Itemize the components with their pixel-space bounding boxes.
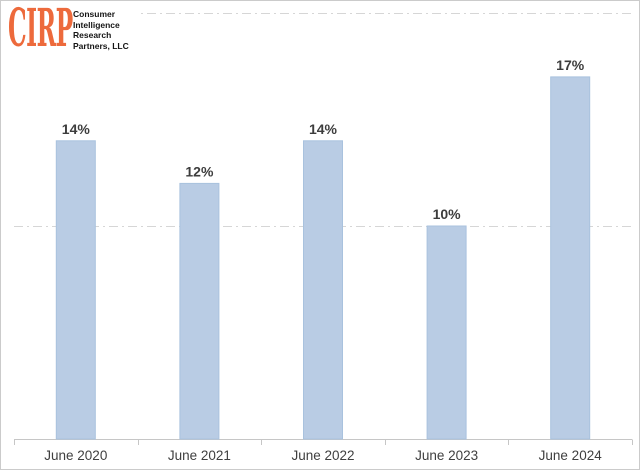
bar-value-label: 14% bbox=[309, 121, 338, 137]
bar-june-2024 bbox=[550, 76, 591, 440]
bar-june-2023 bbox=[426, 225, 467, 440]
cirp-logo-text: Consumer Intelligence Research Partners,… bbox=[73, 9, 129, 51]
bar-value-label: 12% bbox=[185, 163, 214, 179]
bar-june-2022 bbox=[303, 140, 343, 440]
logo-line-4: Partners, LLC bbox=[73, 40, 129, 51]
cirp-logo: CIRP Consumer Intelligence Research Part… bbox=[8, 3, 137, 56]
bar-june-2021 bbox=[179, 182, 220, 440]
x-axis-label: June 2020 bbox=[44, 448, 107, 463]
bar-value-label: 14% bbox=[62, 121, 91, 137]
x-axis-label: June 2021 bbox=[168, 448, 231, 463]
bar-value-label: 10% bbox=[433, 206, 462, 222]
x-axis-label: June 2022 bbox=[291, 448, 354, 463]
logo-line-1: Consumer bbox=[73, 9, 116, 19]
bar-june-2020 bbox=[55, 140, 96, 440]
logo-line-2: Intelligence bbox=[73, 19, 120, 30]
cirp-logo-mark-box: CIRP bbox=[8, 3, 73, 55]
x-axis-label: June 2023 bbox=[415, 448, 478, 463]
cirp-logo-mark: CIRP bbox=[8, 0, 73, 59]
bar-value-label: 17% bbox=[556, 57, 585, 73]
x-axis-label: June 2024 bbox=[539, 448, 603, 463]
logo-line-3: Research bbox=[73, 30, 112, 40]
